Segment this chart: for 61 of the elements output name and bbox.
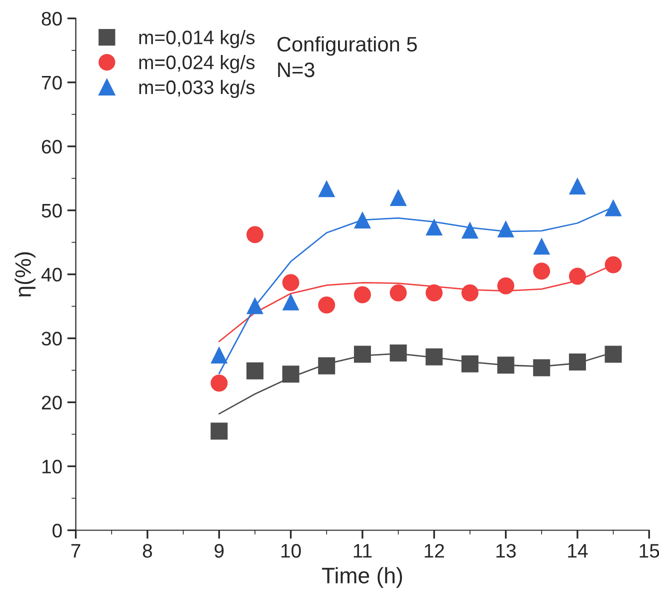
point	[318, 357, 336, 374]
y-tick-label: 20	[42, 396, 62, 410]
point	[354, 286, 371, 304]
point	[318, 296, 336, 314]
point	[461, 355, 478, 372]
x-tick-label: 8	[142, 544, 152, 558]
y-tick-label: 50	[42, 204, 62, 218]
point	[210, 346, 228, 364]
point	[426, 218, 443, 236]
point	[568, 268, 586, 285]
x-tick-label: 13	[496, 544, 516, 558]
legend-label: m=0,014 kg/s	[139, 30, 255, 48]
x-tick-label: 9	[214, 544, 224, 558]
point	[390, 189, 407, 206]
point	[533, 262, 550, 280]
x-tick-label: 15	[640, 544, 659, 558]
point	[533, 359, 550, 376]
legend-label: m=0,033 kg/s	[139, 80, 255, 98]
point	[390, 284, 407, 302]
point	[568, 178, 586, 195]
point	[461, 284, 478, 302]
point	[282, 366, 300, 383]
point	[282, 293, 300, 310]
point	[533, 238, 550, 255]
annotation: Configuration 5	[278, 36, 417, 56]
point	[461, 222, 478, 239]
y-tick-label: 80	[42, 12, 62, 26]
point	[210, 374, 228, 392]
y-axis-title: η(%)	[14, 252, 36, 297]
legend-label: m=0,024 kg/s	[139, 54, 255, 74]
point	[390, 344, 407, 362]
point	[497, 356, 514, 374]
point	[318, 180, 336, 198]
point	[426, 284, 443, 302]
y-tick-label: 40	[41, 268, 62, 282]
point	[497, 220, 514, 238]
point	[354, 346, 371, 363]
point	[604, 346, 622, 363]
x-tick-label: 10	[281, 544, 301, 558]
point	[282, 274, 300, 292]
point	[210, 422, 228, 440]
y-tick-label: 30	[42, 332, 62, 346]
y-tick-label: 70	[42, 76, 62, 90]
x-tick-label: 14	[568, 544, 588, 558]
x-tick-label: 11	[354, 544, 372, 558]
y-tick-label: 60	[42, 140, 62, 154]
point	[497, 277, 514, 294]
y-tick-label: 10	[42, 460, 62, 474]
point	[246, 226, 264, 244]
point	[246, 362, 264, 380]
point	[246, 297, 264, 314]
point	[568, 353, 586, 370]
point	[604, 199, 622, 216]
point	[354, 211, 371, 228]
x-tick-label: 7	[71, 544, 80, 558]
x-axis-title: Time (h)	[322, 567, 402, 588]
x-tick-label: 12	[424, 544, 444, 558]
point	[426, 348, 443, 366]
y-tick-label: 0	[52, 524, 62, 538]
point	[604, 256, 622, 274]
annotation: N=3	[278, 62, 314, 78]
